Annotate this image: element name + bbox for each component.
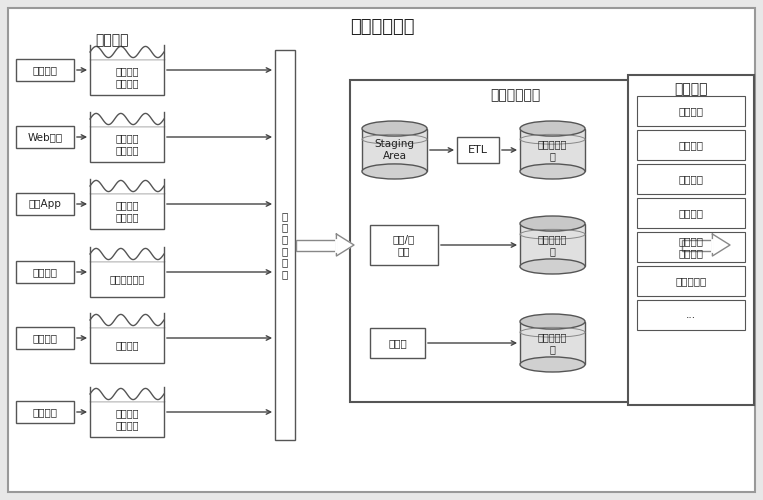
Text: 数据挖掘: 数据挖掘 — [678, 208, 703, 218]
Bar — [637, 198, 745, 228]
Ellipse shape — [520, 164, 585, 179]
Ellipse shape — [520, 216, 585, 231]
Text: 数据分析: 数据分析 — [678, 140, 703, 150]
Bar — [637, 96, 745, 126]
Text: 数据产生: 数据产生 — [95, 33, 128, 47]
Text: 业务系统: 业务系统 — [33, 407, 57, 417]
Bar — [520, 128, 585, 172]
Bar — [90, 126, 164, 162]
Text: 机器学习
深度学习: 机器学习 深度学习 — [678, 236, 703, 258]
Polygon shape — [90, 180, 164, 193]
Bar — [457, 137, 499, 163]
Ellipse shape — [520, 314, 585, 329]
Bar — [16, 126, 74, 148]
Text: 埋点日志
数据文件: 埋点日志 数据文件 — [115, 133, 139, 155]
Bar — [90, 193, 164, 229]
Text: 数据在线服: 数据在线服 — [675, 276, 707, 286]
Ellipse shape — [520, 259, 585, 274]
Bar — [370, 225, 438, 265]
Bar — [90, 59, 164, 95]
Polygon shape — [90, 314, 164, 327]
Polygon shape — [713, 234, 730, 256]
Text: 即席分析: 即席分析 — [678, 174, 703, 184]
Text: 埋点日志
数据文件: 埋点日志 数据文件 — [115, 66, 139, 88]
Bar — [90, 327, 164, 363]
Text: ETL: ETL — [468, 145, 488, 155]
Bar — [520, 224, 585, 266]
Bar — [16, 327, 74, 349]
Bar — [16, 401, 74, 423]
Bar — [16, 59, 74, 81]
Text: 数
据
采
集
传
输: 数 据 采 集 传 输 — [282, 211, 288, 279]
Text: 实时数据存
储: 实时数据存 储 — [538, 332, 567, 354]
Bar — [16, 193, 74, 215]
Ellipse shape — [362, 164, 427, 179]
Text: 近线数据存
储: 近线数据存 储 — [538, 234, 567, 256]
Bar — [682, 240, 713, 250]
Polygon shape — [90, 46, 164, 59]
Text: 数据存储处理: 数据存储处理 — [490, 88, 540, 102]
Bar — [637, 232, 745, 262]
Text: 爬虫、外部购: 爬虫、外部购 — [109, 274, 145, 284]
Bar — [637, 130, 745, 160]
Bar — [637, 164, 745, 194]
Ellipse shape — [520, 357, 585, 372]
Bar — [90, 401, 164, 437]
Bar — [16, 261, 74, 283]
Bar — [520, 322, 585, 364]
Text: 离线数据存
储: 离线数据存 储 — [538, 139, 567, 161]
Bar — [628, 75, 754, 405]
Text: 手工文件: 手工文件 — [115, 340, 139, 350]
Bar — [637, 300, 745, 330]
Bar — [637, 266, 745, 296]
Ellipse shape — [520, 121, 585, 136]
Text: Web系统: Web系统 — [27, 132, 63, 142]
Text: 大数据流程图: 大数据流程图 — [349, 18, 414, 36]
Polygon shape — [90, 114, 164, 126]
Text: 数据应用: 数据应用 — [674, 82, 708, 96]
Text: 埋点日志
数据文件: 埋点日志 数据文件 — [115, 200, 139, 222]
Polygon shape — [336, 234, 354, 256]
Bar — [90, 261, 164, 297]
Text: 微批/流
处理: 微批/流 处理 — [393, 234, 415, 256]
Bar — [275, 50, 295, 440]
Text: 人工整理: 人工整理 — [33, 333, 57, 343]
Text: Staging
Area: Staging Area — [375, 139, 414, 161]
Text: 业务系统: 业务系统 — [33, 65, 57, 75]
Polygon shape — [90, 388, 164, 401]
Bar — [296, 240, 336, 250]
Text: ...: ... — [686, 310, 696, 320]
Text: 埋点日志
数据文件: 埋点日志 数据文件 — [115, 408, 139, 430]
Bar — [362, 128, 427, 172]
Polygon shape — [90, 248, 164, 261]
Text: 外部系统: 外部系统 — [33, 267, 57, 277]
Text: 报表展示: 报表展示 — [678, 106, 703, 116]
Text: 流处理: 流处理 — [388, 338, 407, 348]
Bar — [350, 80, 680, 402]
Bar — [370, 328, 425, 358]
Text: 手机App: 手机App — [28, 199, 62, 209]
Ellipse shape — [362, 121, 427, 136]
